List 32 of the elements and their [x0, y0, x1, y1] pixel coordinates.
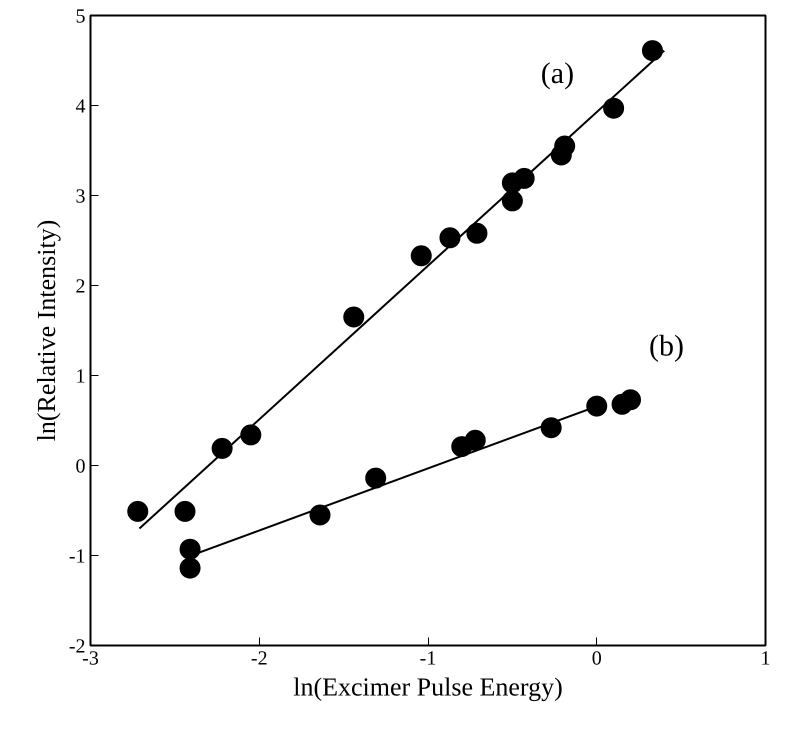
point [310, 504, 330, 526]
x-tick-label: 1 [760, 648, 770, 670]
point [466, 222, 488, 244]
y-tick-label: -1 [68, 546, 86, 568]
point [343, 306, 364, 328]
point [464, 430, 486, 451]
y-tick-label: 3 [76, 186, 86, 208]
x-axis-title: ln(Excimer Pulse Energy) [293, 672, 563, 702]
point [174, 500, 196, 522]
point [240, 424, 262, 446]
y-tick-label: 5 [76, 6, 86, 28]
y-tick-label: 4 [76, 96, 86, 118]
y-tick-label: 2 [76, 276, 86, 298]
x-tick-label: 0 [592, 648, 602, 670]
point [127, 500, 148, 522]
point [180, 558, 201, 579]
y-tick-label: 0 [76, 456, 86, 478]
x-tick-label: -3 [82, 648, 99, 670]
x-tick-label: -1 [420, 648, 436, 670]
point [620, 389, 641, 410]
point [586, 396, 608, 417]
y-axis-title: ln(Relative Intensity) [32, 220, 61, 442]
point [365, 468, 386, 489]
point [642, 40, 663, 62]
series-label: (a) [540, 57, 574, 90]
point [410, 245, 432, 266]
y-tick-label: 1 [76, 366, 86, 388]
x-tick-label: -2 [250, 648, 268, 670]
series-label: (b) [649, 329, 684, 362]
point [439, 227, 460, 248]
point [603, 98, 624, 119]
point [180, 538, 201, 560]
